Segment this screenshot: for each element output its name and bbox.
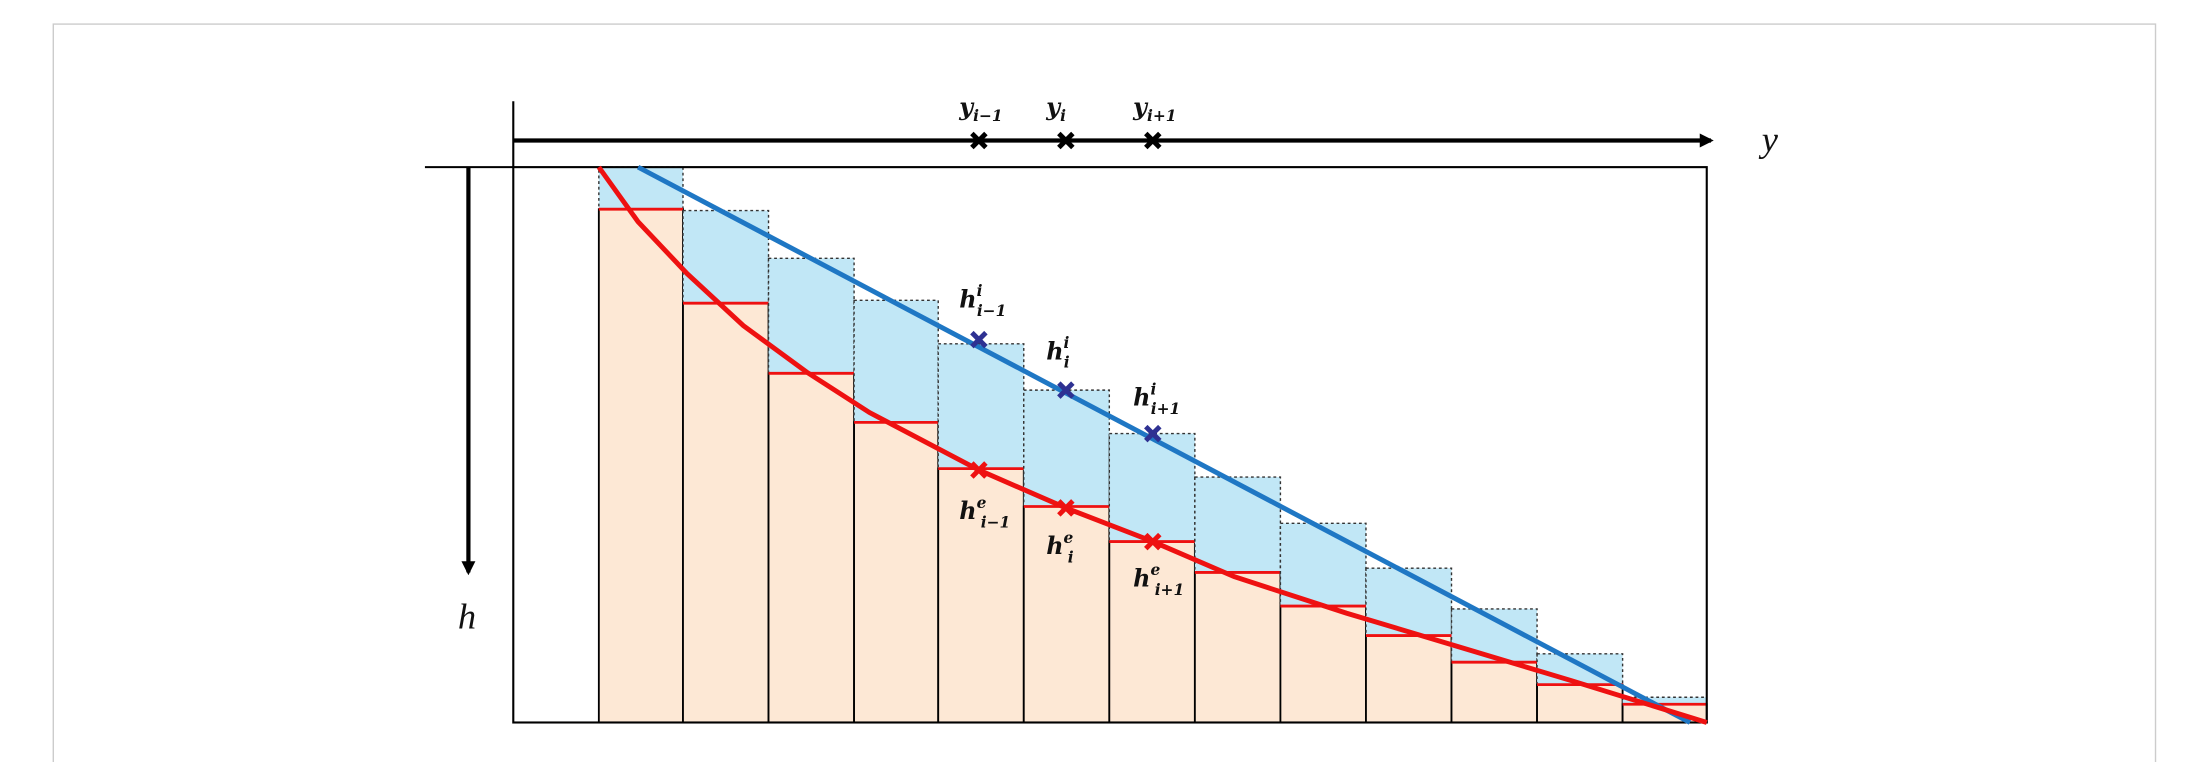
columns [597,166,1708,724]
point-label: yi+1 [1132,93,1176,125]
eroded-column [767,372,855,724]
label-sub: i−1 [981,514,1010,532]
eroded-column [1365,634,1453,724]
cross-marker [1144,131,1162,150]
label-sub: i [1060,107,1066,125]
eroded-column [937,467,1025,724]
label-base: y [1132,93,1149,121]
point-label: yi [1045,93,1066,125]
cross-marker [1057,381,1075,399]
initial-column [1108,432,1196,543]
label-sub: i [1068,549,1074,567]
label-sup: i [1064,334,1070,352]
eroded-column [597,208,684,724]
initial-column [1194,476,1282,574]
markers [970,131,1162,551]
label-sub: i+1 [1147,107,1176,125]
eroded-column [682,302,770,724]
point-label: he i+1 [1133,561,1184,599]
initial-line [636,164,1692,725]
point-label: hi i [1046,334,1070,372]
cross-marker [1144,532,1162,551]
eroded-curve [596,165,1708,725]
label-sup: e [977,494,987,512]
label-base: h [959,497,976,525]
label-base: h [1046,532,1063,560]
eroded-column [853,421,940,724]
point-label: hi i−1 [959,282,1006,320]
point-label: he i [1046,529,1074,567]
label-base: h [1046,337,1063,365]
labels: yi−1 yi yi+1hi i−1hi ihi i+1he i−1he ihe i+1 [958,93,1184,599]
label-sub: i+1 [1151,400,1180,418]
initial-column [1621,696,1708,705]
eroded-column [1193,571,1282,724]
eroded-column [1022,505,1111,724]
eroded-column [1450,661,1538,724]
cross-marker [970,461,988,479]
initial-column [1365,567,1453,637]
label-sup: i [1150,380,1156,398]
point-label: he i−1 [959,494,1010,532]
label-sup: e [1150,561,1160,579]
cross-marker [1057,131,1075,150]
label-base: y [958,93,975,121]
cross-marker [1144,424,1162,443]
h-axis-label: h [458,597,476,637]
label-sub: i [1064,354,1070,372]
label-sup: i [977,282,983,300]
label-sub: i+1 [1155,581,1184,599]
label-base: h [959,285,976,313]
label-sup: e [1064,529,1074,547]
label-sub: i−1 [977,302,1006,320]
label-base: y [1045,93,1062,121]
label-sub: i−1 [973,107,1002,125]
cross-marker [970,131,988,150]
eroded-column [1279,605,1367,724]
label-base: h [1133,384,1150,412]
initial-column [1279,522,1367,607]
cross-marker [1057,499,1075,517]
point-label: hi i+1 [1133,380,1180,418]
frame [512,166,1708,724]
label-base: h [1133,564,1150,592]
initial-column [682,209,770,304]
eroded-column [1108,540,1196,724]
cross-marker [970,330,988,349]
point-label: yi−1 [958,93,1002,125]
y-axis-label: y [1758,120,1779,160]
